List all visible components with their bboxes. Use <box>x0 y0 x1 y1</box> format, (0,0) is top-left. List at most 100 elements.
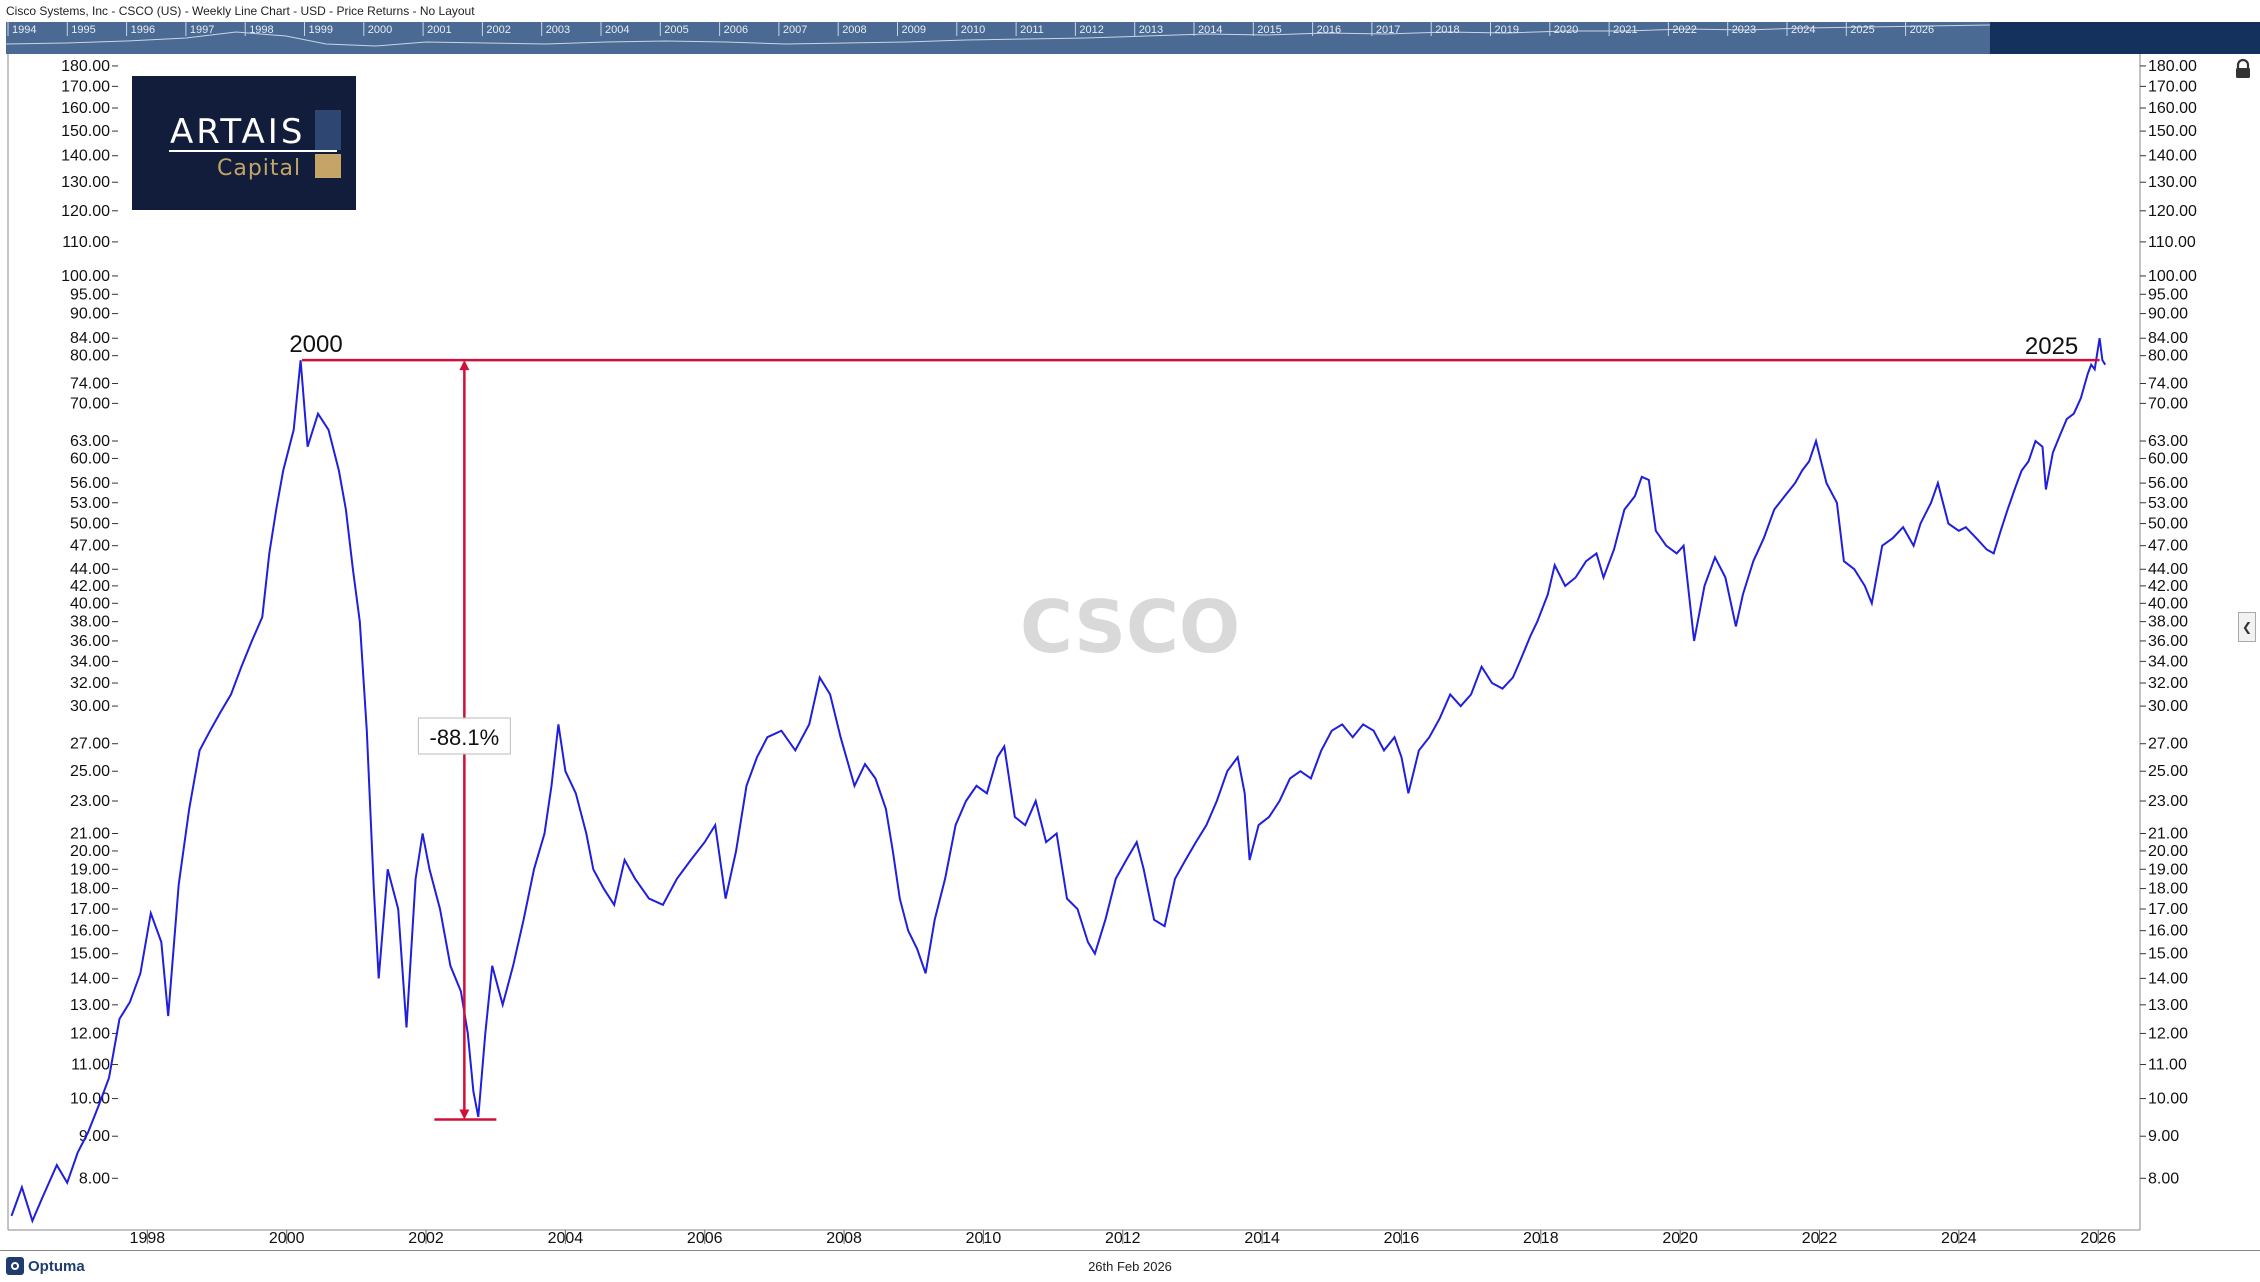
chevron-left-icon[interactable]: ❮ <box>2238 612 2256 642</box>
y-tick-label-left: 60.00 <box>70 450 110 467</box>
navigator-year[interactable]: 2014 <box>1198 24 1222 36</box>
navigator-year[interactable]: 2005 <box>664 24 688 36</box>
x-tick-label: 2002 <box>408 1230 444 1247</box>
y-tick-label-left: 50.00 <box>70 516 110 533</box>
drawdown-label-box <box>417 717 511 755</box>
y-tick-label-left: 100.00 <box>61 268 110 285</box>
y-tick-label-left: 20.00 <box>70 843 110 860</box>
logo-square-blue <box>315 110 341 150</box>
y-tick-label-left: 12.00 <box>70 1025 110 1042</box>
y-tick-label-right: 56.00 <box>2148 475 2188 492</box>
date-navigator[interactable]: 1994 1995 1996 1997 1998 1999 2000 2001 2002 2003… <box>6 22 2260 54</box>
navigator-year[interactable]: 2001 <box>427 24 451 36</box>
y-tick-label-right: 25.00 <box>2148 763 2188 780</box>
navigator-year[interactable]: 2003 <box>546 24 570 36</box>
navigator-year[interactable]: 1998 <box>249 24 273 36</box>
navigator-year[interactable]: 2026 <box>1910 24 1934 36</box>
y-tick-label-right: 180.00 <box>2148 58 2197 75</box>
y-tick-label-left: 27.00 <box>70 736 110 753</box>
y-tick-label-right: 36.00 <box>2148 633 2188 650</box>
y-tick-label-left: 80.00 <box>70 348 110 365</box>
x-tick-label: 2016 <box>1384 1230 1420 1247</box>
x-tick-label: 2020 <box>1662 1230 1698 1247</box>
navigator-year[interactable]: 2024 <box>1791 24 1815 36</box>
x-tick-label: 2026 <box>2080 1230 2116 1247</box>
y-tick-label-right: 17.00 <box>2148 901 2188 918</box>
x-tick-label: 2014 <box>1244 1230 1280 1247</box>
lock-icon[interactable] <box>2232 58 2254 80</box>
navigator-year[interactable]: 2018 <box>1435 24 1459 36</box>
y-tick-label-right: 32.00 <box>2148 675 2188 692</box>
navigator-year[interactable]: 1994 <box>12 24 36 36</box>
artais-capital-logo: ARTAIS Capital <box>132 76 356 210</box>
y-tick-label-right: 63.00 <box>2148 433 2188 450</box>
navigator-year[interactable]: 2022 <box>1672 24 1696 36</box>
navigator-year[interactable]: 2000 <box>368 24 392 36</box>
y-tick-label-left: 44.00 <box>70 561 110 578</box>
navigator-year[interactable]: 1997 <box>190 24 214 36</box>
y-tick-label-right: 30.00 <box>2148 698 2188 715</box>
logo-name: ARTAIS <box>170 112 306 152</box>
navigator-year[interactable]: 2009 <box>902 24 926 36</box>
y-tick-label-left: 14.00 <box>70 970 110 987</box>
navigator-year[interactable]: 2021 <box>1613 24 1637 36</box>
y-tick-label-left: 47.00 <box>70 538 110 555</box>
y-tick-label-left: 25.00 <box>70 763 110 780</box>
navigator-year[interactable]: 2020 <box>1554 24 1578 36</box>
navigator-year[interactable]: 2017 <box>1376 24 1400 36</box>
y-tick-label-left: 18.00 <box>70 881 110 898</box>
x-tick-label: 2018 <box>1523 1230 1559 1247</box>
navigator-year[interactable]: 1999 <box>309 24 333 36</box>
y-tick-label-right: 50.00 <box>2148 516 2188 533</box>
navigator-year[interactable]: 2016 <box>1317 24 1341 36</box>
y-tick-label-right: 90.00 <box>2148 306 2188 323</box>
navigator-year[interactable]: 2019 <box>1495 24 1519 36</box>
x-axis: 1998 2000 2002 2004 2006 2008 2010 2012 2014 2016… <box>130 1230 2116 1247</box>
window-title: Cisco Systems, Inc - CSCO (US) - Weekly … <box>6 4 475 18</box>
navigator-year[interactable]: 2023 <box>1732 24 1756 36</box>
y-tick-label-left: 8.00 <box>79 1170 110 1187</box>
drawdown-label: -88.1% <box>430 725 500 750</box>
y-tick-label-right: 47.00 <box>2148 538 2188 555</box>
navigator-year[interactable]: 2008 <box>842 24 866 36</box>
x-tick-label: 2024 <box>1941 1230 1977 1247</box>
navigator-year[interactable]: 2004 <box>605 24 629 36</box>
navigator-year[interactable]: 2013 <box>1139 24 1163 36</box>
x-tick-label: 2012 <box>1105 1230 1141 1247</box>
y-tick-label-right: 95.00 <box>2148 286 2188 303</box>
y-tick-label-left: 140.00 <box>61 148 110 165</box>
y-tick-label-right: 140.00 <box>2148 148 2197 165</box>
y-tick-label-left: 150.00 <box>61 123 110 140</box>
y-tick-label-right: 130.00 <box>2148 174 2197 191</box>
y-tick-label-right: 160.00 <box>2148 100 2197 117</box>
navigator-year[interactable]: 2010 <box>961 24 985 36</box>
y-tick-label-right: 19.00 <box>2148 861 2188 878</box>
y-tick-label-left: 170.00 <box>61 78 110 95</box>
y-tick-label-right: 40.00 <box>2148 595 2188 612</box>
y-tick-label-left: 56.00 <box>70 475 110 492</box>
navigator-year[interactable]: 2006 <box>724 24 748 36</box>
price-chart[interactable]: 180.00 170.00 160.00 150.00 140.00 130.00 120.… <box>0 54 2260 1250</box>
navigator-year[interactable]: 1996 <box>131 24 155 36</box>
footer-date: 26th Feb 2026 <box>1088 1259 1172 1274</box>
navigator-year[interactable]: 2025 <box>1850 24 1874 36</box>
navigator-year[interactable]: 2011 <box>1020 24 1044 36</box>
navigator-year[interactable]: 2007 <box>783 24 807 36</box>
y-tick-label-right: 80.00 <box>2148 348 2188 365</box>
y-tick-label-left: 74.00 <box>70 376 110 393</box>
y-tick-label-left: 160.00 <box>61 100 110 117</box>
y-tick-label-right: 8.00 <box>2148 1170 2179 1187</box>
y-tick-label-right: 74.00 <box>2148 376 2188 393</box>
navigator-year[interactable]: 1995 <box>71 24 95 36</box>
x-tick-label: 2004 <box>548 1230 584 1247</box>
y-tick-label-left: 110.00 <box>62 234 110 251</box>
navigator-year[interactable]: 2012 <box>1079 24 1103 36</box>
y-axis-right: 180.00 170.00 160.00 150.00 140.00 130.00 120.… <box>2140 58 2197 1187</box>
navigator-year[interactable]: 2002 <box>486 24 510 36</box>
y-tick-label-right: 15.00 <box>2148 946 2188 963</box>
navigator-year[interactable]: 2015 <box>1257 24 1281 36</box>
price-series-line <box>10 338 2107 1224</box>
y-tick-label-right: 10.00 <box>2148 1091 2188 1108</box>
y-tick-label-right: 18.00 <box>2148 881 2188 898</box>
y-tick-label-left: 30.00 <box>70 698 110 715</box>
